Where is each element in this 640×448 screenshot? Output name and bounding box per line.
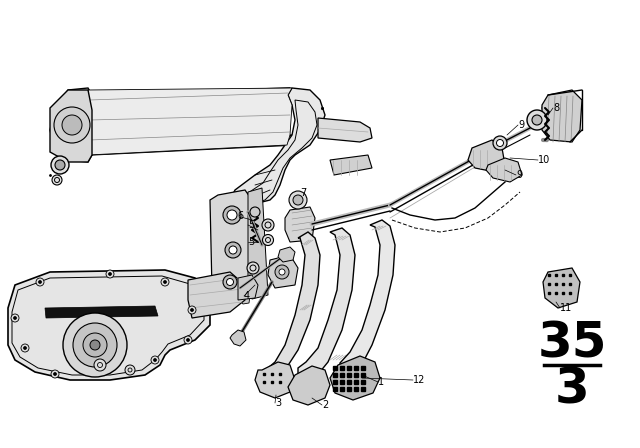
Circle shape	[125, 365, 135, 375]
Polygon shape	[486, 158, 522, 182]
Polygon shape	[268, 255, 298, 288]
Polygon shape	[45, 306, 158, 318]
Circle shape	[225, 242, 241, 258]
Circle shape	[94, 359, 106, 371]
Circle shape	[62, 115, 82, 135]
Text: 3: 3	[555, 365, 589, 413]
Text: 9: 9	[518, 120, 524, 130]
Circle shape	[293, 195, 303, 205]
Circle shape	[151, 356, 159, 364]
Circle shape	[161, 278, 169, 286]
Polygon shape	[248, 188, 268, 299]
Polygon shape	[318, 118, 372, 142]
Polygon shape	[239, 292, 250, 304]
Circle shape	[223, 206, 241, 224]
Circle shape	[51, 370, 59, 378]
Text: 8: 8	[553, 103, 559, 113]
Polygon shape	[298, 228, 355, 382]
Polygon shape	[8, 270, 210, 380]
Circle shape	[223, 275, 237, 289]
Circle shape	[289, 191, 307, 209]
Circle shape	[54, 372, 56, 375]
Text: 2: 2	[322, 400, 328, 410]
Circle shape	[73, 323, 117, 367]
Circle shape	[154, 358, 157, 362]
Polygon shape	[210, 190, 255, 300]
Polygon shape	[285, 207, 315, 242]
Circle shape	[227, 279, 234, 285]
Circle shape	[24, 346, 26, 349]
Text: 7: 7	[300, 188, 307, 198]
Polygon shape	[288, 366, 330, 405]
Circle shape	[109, 272, 111, 276]
Polygon shape	[238, 275, 258, 300]
Circle shape	[13, 316, 17, 319]
Text: 4: 4	[244, 291, 250, 301]
Circle shape	[247, 262, 259, 274]
Circle shape	[532, 115, 542, 125]
Circle shape	[52, 175, 62, 185]
Circle shape	[90, 340, 100, 350]
Polygon shape	[330, 155, 372, 175]
Circle shape	[262, 234, 273, 246]
Circle shape	[191, 309, 193, 311]
Polygon shape	[88, 88, 292, 155]
Circle shape	[36, 278, 44, 286]
Circle shape	[51, 156, 69, 174]
Text: 35: 35	[537, 319, 607, 367]
Polygon shape	[340, 220, 395, 378]
Text: 3: 3	[275, 398, 281, 408]
Polygon shape	[188, 272, 245, 318]
Polygon shape	[50, 90, 92, 162]
Circle shape	[163, 280, 166, 284]
Polygon shape	[50, 88, 92, 162]
Circle shape	[262, 219, 274, 231]
Circle shape	[188, 306, 196, 314]
Text: 5: 5	[248, 220, 254, 230]
Circle shape	[83, 333, 107, 357]
Circle shape	[527, 110, 547, 130]
Circle shape	[279, 269, 285, 275]
Circle shape	[63, 313, 127, 377]
Circle shape	[55, 160, 65, 170]
Polygon shape	[268, 232, 320, 380]
Text: 9: 9	[516, 170, 522, 180]
Text: 6: 6	[237, 211, 243, 221]
Circle shape	[106, 270, 114, 278]
Text: 5: 5	[248, 237, 254, 247]
Circle shape	[38, 280, 42, 284]
Circle shape	[54, 107, 90, 143]
Polygon shape	[278, 247, 295, 262]
Polygon shape	[230, 88, 325, 208]
Text: 11: 11	[560, 303, 572, 313]
Circle shape	[184, 336, 192, 344]
Circle shape	[275, 265, 289, 279]
Text: 10: 10	[538, 155, 550, 165]
Polygon shape	[542, 90, 582, 142]
Text: 1: 1	[378, 377, 384, 387]
Polygon shape	[468, 140, 505, 172]
Circle shape	[229, 246, 237, 254]
Circle shape	[493, 136, 507, 150]
Circle shape	[227, 210, 237, 220]
Circle shape	[21, 344, 29, 352]
Circle shape	[11, 314, 19, 322]
Polygon shape	[330, 356, 380, 400]
Circle shape	[186, 339, 189, 341]
Circle shape	[497, 139, 504, 146]
Polygon shape	[543, 268, 580, 308]
Text: 12: 12	[413, 375, 426, 385]
Polygon shape	[255, 362, 295, 398]
Circle shape	[250, 207, 260, 217]
Polygon shape	[230, 330, 246, 346]
